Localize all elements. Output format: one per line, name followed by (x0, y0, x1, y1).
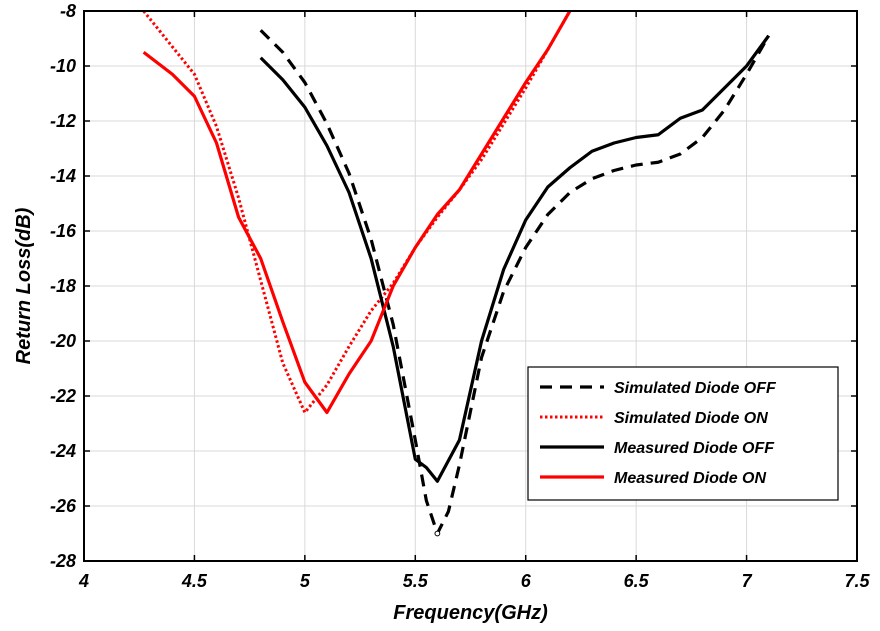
x-tick-label: 5.5 (403, 571, 429, 591)
y-tick-label: -22 (50, 386, 76, 406)
x-tick-label: 4.5 (181, 571, 208, 591)
legend-label: Simulated Diode ON (614, 410, 768, 427)
series-line-simulated-diode-on (142, 11, 572, 414)
x-tick-label: 6 (521, 571, 532, 591)
minimum-marker (434, 530, 441, 537)
y-tick-label: -24 (50, 441, 76, 461)
series-line-measured-diode-off (259, 34, 770, 483)
y-tick-label: -20 (50, 331, 76, 351)
y-tick-label: -28 (50, 551, 76, 571)
y-tick-label: -16 (50, 221, 77, 241)
x-tick-label: 5 (300, 571, 311, 591)
legend: Simulated Diode OFF Simulated Diode ON Mea… (527, 366, 839, 501)
y-tick-label: -12 (50, 111, 76, 131)
legend-label: Simulated Diode OFF (614, 380, 777, 397)
y-tick-label: -10 (50, 56, 76, 76)
grid (83, 10, 858, 562)
y-axis-label: Return Loss(dB) (13, 207, 35, 364)
legend-label: Measured Diode ON (614, 470, 766, 487)
x-tick-label: 7.5 (844, 571, 870, 591)
x-tick-label: 4 (78, 571, 89, 591)
x-tick-label: 6.5 (624, 571, 650, 591)
y-tick-label: -14 (50, 166, 76, 186)
legend-label: Measured Diode OFF (614, 440, 775, 457)
series-line-simulated-diode-off (259, 29, 771, 536)
x-tick-label: 7 (742, 571, 753, 591)
y-tick-label: -8 (60, 1, 76, 21)
y-tick-label: -18 (50, 276, 76, 296)
series-line-measured-diode-on (142, 11, 572, 415)
y-tick-label: -26 (50, 496, 77, 516)
axis-ticks: 4 4.5 5 5.5 6 6.5 7 7.5 -28 -26 -24 -22 -20 -18 -16 -14… (50, 1, 871, 591)
series-layer (142, 11, 771, 537)
x-axis-label: Frequency(GHz) (393, 602, 548, 624)
